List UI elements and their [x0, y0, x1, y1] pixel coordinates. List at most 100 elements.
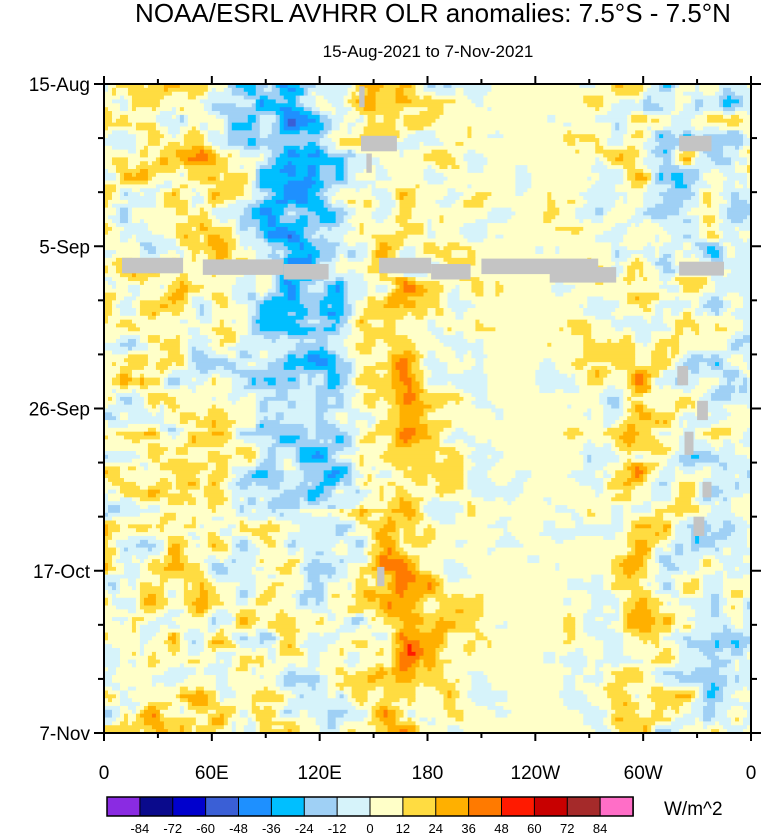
heatmap-cell	[527, 559, 540, 564]
heatmap-cell	[415, 508, 420, 514]
heatmap-cell	[399, 377, 412, 382]
heatmap-cell	[263, 157, 269, 162]
heatmap-cell	[455, 199, 464, 205]
heatmap-cell	[155, 366, 169, 371]
heatmap-cell	[371, 192, 392, 197]
heatmap-cell	[691, 396, 700, 402]
heatmap-cell	[739, 346, 752, 351]
heatmap-cell	[315, 412, 325, 417]
heatmap-cell	[139, 439, 189, 444]
heatmap-cell	[323, 284, 329, 290]
heatmap-cell	[147, 335, 161, 340]
heatmap-cell	[399, 199, 416, 205]
heatmap-cell	[355, 505, 360, 510]
heatmap-cell	[683, 362, 700, 367]
heatmap-cell	[111, 226, 125, 232]
heatmap-cell	[443, 342, 484, 348]
heatmap-cell	[695, 180, 708, 185]
heatmap-cell	[647, 539, 660, 545]
heatmap-cell	[159, 284, 165, 290]
heatmap-cell	[159, 458, 169, 463]
heatmap-cell	[435, 335, 464, 340]
heatmap-cell	[583, 95, 604, 100]
heatmap-cell	[255, 87, 265, 93]
heatmap-cell	[675, 149, 684, 154]
heatmap-cell	[587, 369, 596, 375]
heatmap-cell	[231, 547, 241, 552]
heatmap-cell	[663, 265, 672, 270]
heatmap-cell	[104, 528, 109, 533]
heatmap-cell	[191, 377, 197, 382]
heatmap-cell	[487, 454, 492, 460]
heatmap-cell	[423, 497, 432, 502]
heatmap-cell	[723, 107, 736, 112]
heatmap-cell	[647, 153, 656, 158]
heatmap-cell	[163, 524, 185, 529]
heatmap-cell	[267, 505, 301, 510]
heatmap-cell	[663, 107, 676, 112]
heatmap-cell	[607, 138, 624, 143]
heatmap-cell	[443, 327, 448, 332]
heatmap-cell	[299, 466, 333, 471]
heatmap-cell	[263, 497, 273, 502]
heatmap-cell	[104, 161, 113, 166]
heatmap-cell	[104, 300, 113, 305]
heatmap-cell	[663, 319, 676, 324]
heatmap-cell	[375, 103, 444, 108]
heatmap-cell	[207, 95, 245, 100]
heatmap-cell	[259, 454, 269, 460]
heatmap-cell	[475, 149, 576, 154]
heatmap-cell	[155, 250, 169, 255]
heatmap-cell	[631, 281, 664, 286]
heatmap-cell	[551, 219, 580, 224]
heatmap-cell	[159, 358, 185, 363]
heatmap-cell	[259, 95, 269, 100]
heatmap-cell	[335, 362, 353, 367]
heatmap-cell	[651, 470, 660, 475]
heatmap-cell	[467, 474, 488, 479]
heatmap-cell	[227, 466, 233, 471]
heatmap-cell	[279, 84, 289, 89]
heatmap-cell	[543, 524, 556, 529]
heatmap-cell	[159, 342, 181, 348]
heatmap-cell	[299, 458, 329, 463]
heatmap-cell	[287, 532, 337, 537]
heatmap-cell	[327, 188, 341, 193]
heatmap-cell	[691, 501, 700, 506]
heatmap-cell	[231, 250, 257, 255]
heatmap-cell	[583, 311, 612, 317]
heatmap-cell	[711, 354, 720, 359]
heatmap-cell	[735, 315, 752, 321]
heatmap-cell	[735, 226, 740, 232]
heatmap-cell	[407, 296, 440, 301]
heatmap-cell	[699, 327, 716, 332]
heatmap-cell	[195, 311, 201, 317]
heatmap-cell	[595, 180, 624, 185]
heatmap-cell	[271, 535, 289, 541]
heatmap-cell	[231, 389, 277, 394]
heatmap-cell	[255, 555, 305, 560]
heatmap-cell	[179, 381, 205, 386]
heatmap-cell	[104, 555, 113, 560]
heatmap-cell	[259, 219, 269, 224]
heatmap-cell	[703, 354, 712, 359]
heatmap-cell	[267, 242, 285, 247]
heatmap-cell	[107, 126, 137, 131]
heatmap-cell	[215, 466, 229, 471]
heatmap-cell	[295, 539, 341, 545]
heatmap-cell	[367, 535, 372, 541]
heatmap-cell	[235, 331, 249, 336]
heatmap-cell	[299, 111, 313, 116]
heatmap-cell	[287, 396, 317, 402]
heatmap-cell	[431, 516, 456, 521]
heatmap-cell	[215, 505, 233, 510]
heatmap-cell	[731, 199, 748, 205]
heatmap-cell	[323, 381, 329, 386]
heatmap-cell	[275, 412, 285, 417]
heatmap-cell	[655, 234, 660, 239]
heatmap-cell	[395, 188, 416, 193]
heatmap-cell	[271, 435, 281, 440]
heatmap-cell	[483, 95, 584, 100]
heatmap-cell	[203, 559, 221, 564]
heatmap-cell	[467, 165, 484, 170]
